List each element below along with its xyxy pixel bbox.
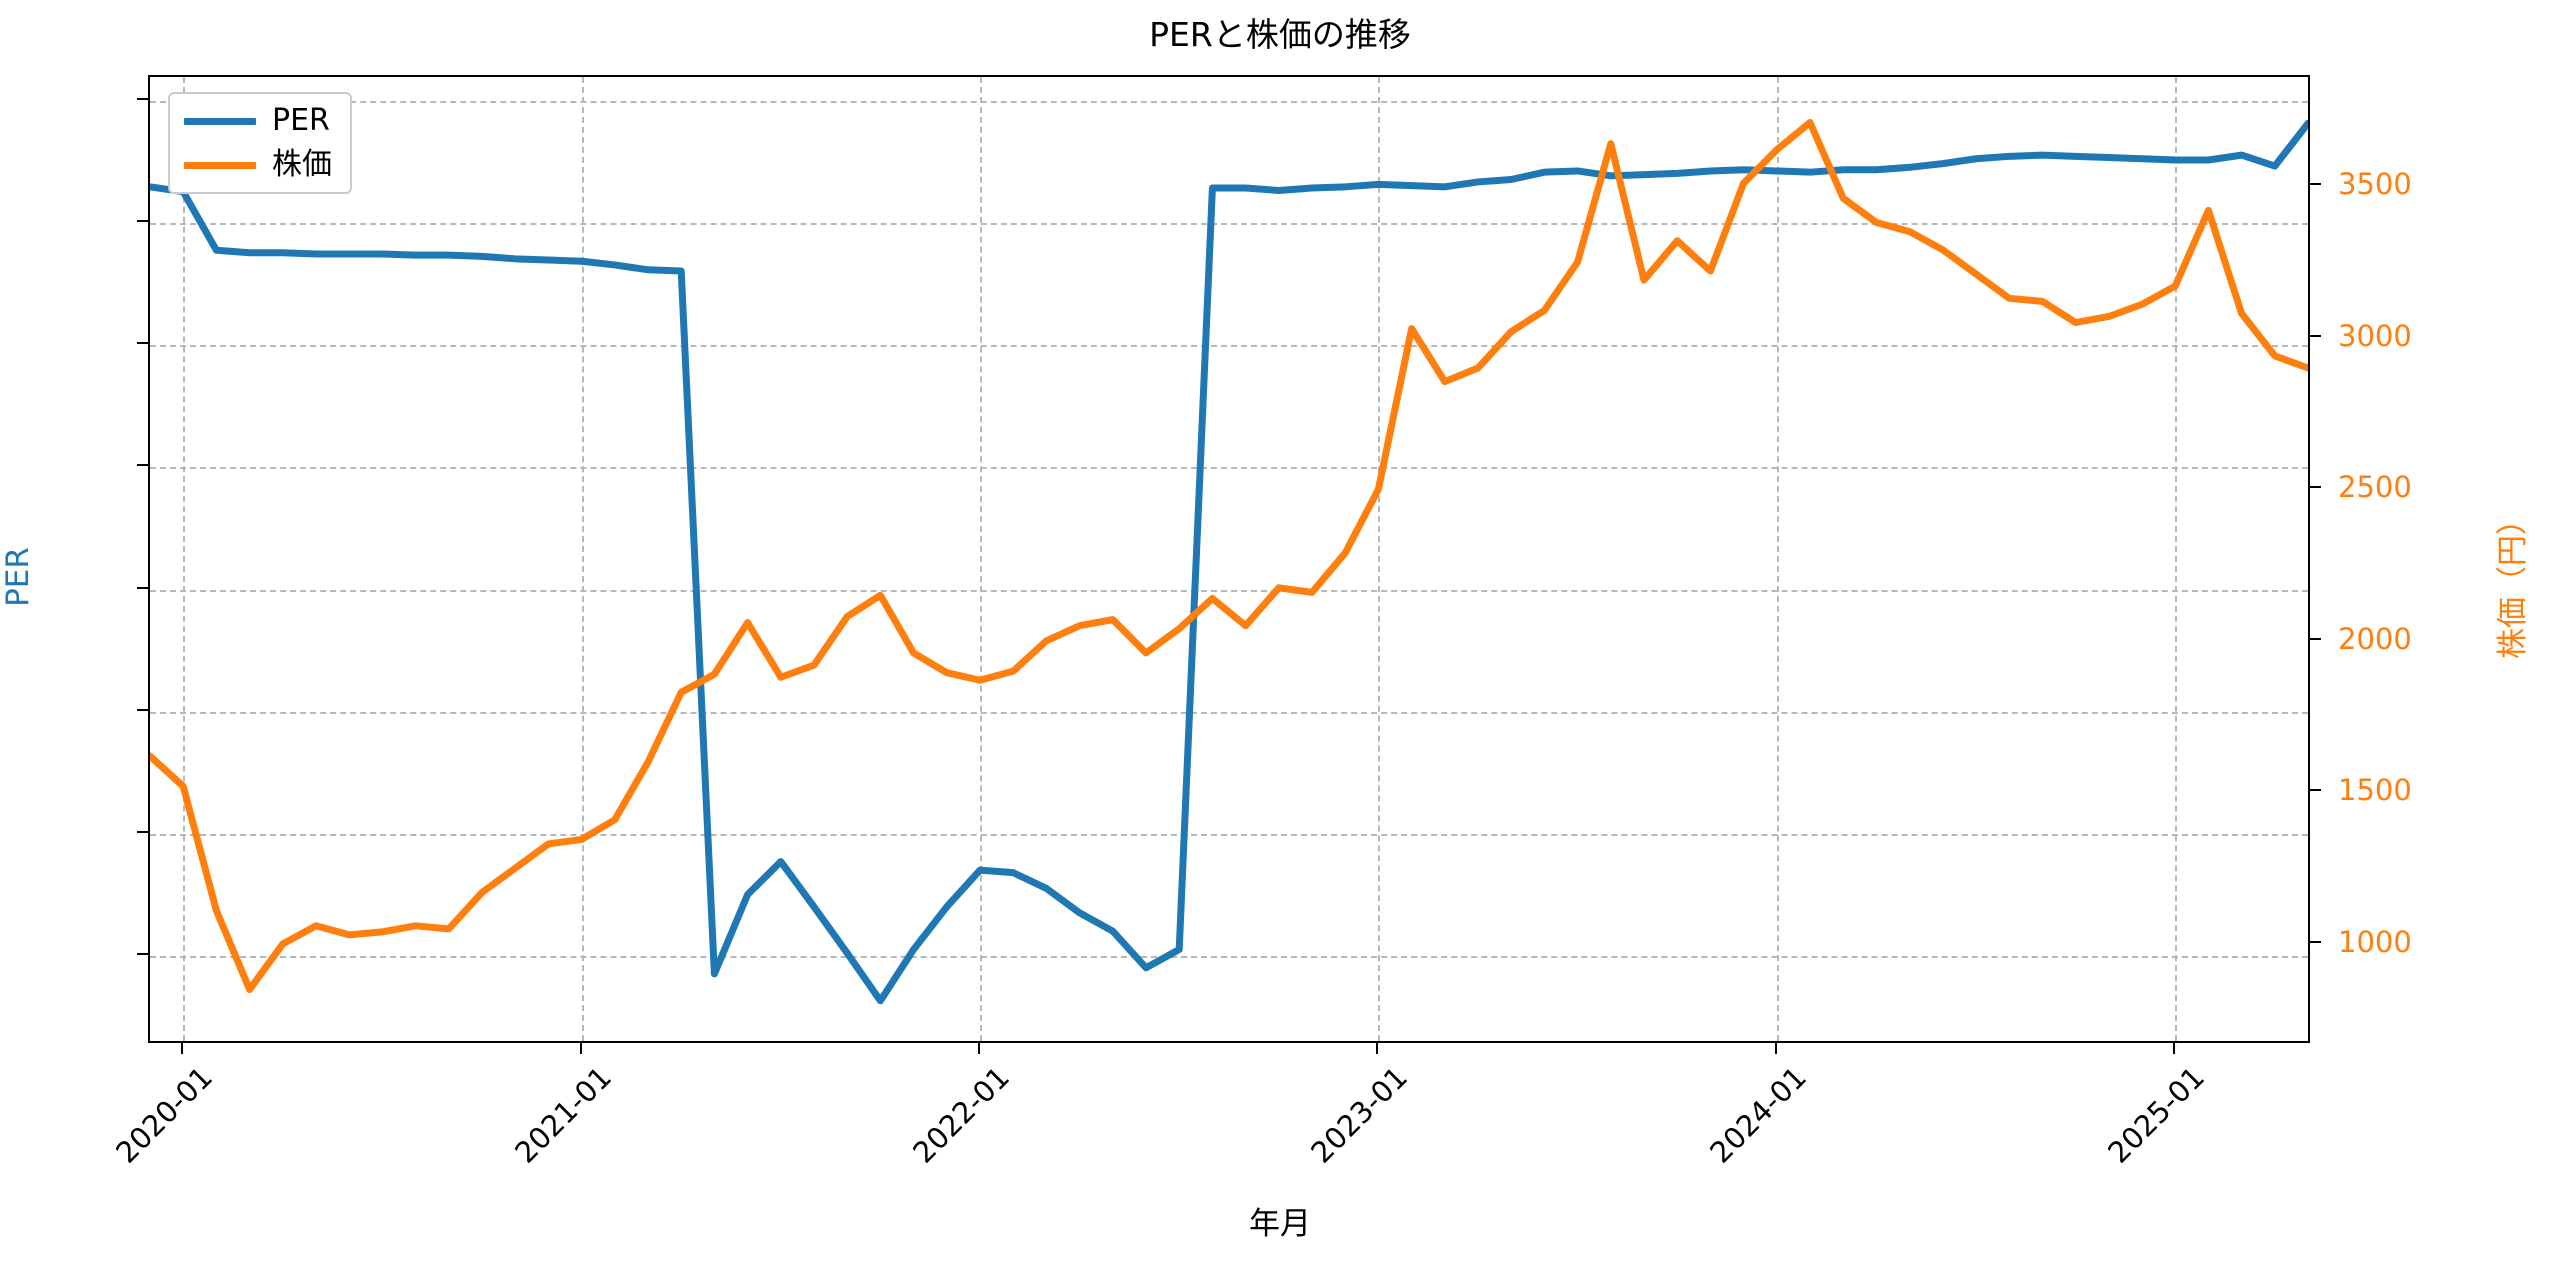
y-tickmark-left	[137, 586, 148, 589]
legend-item-per[interactable]: PER	[184, 106, 332, 136]
y-tick-right-4: 3000	[2338, 318, 2412, 353]
line-kabuka	[150, 118, 2308, 993]
x-tickmark	[579, 1043, 582, 1054]
y-axis-left-label: PER	[0, 547, 36, 607]
y-tickmark-left	[137, 952, 148, 955]
y-tickmark-right	[2310, 637, 2321, 640]
x-tickmark	[1774, 1043, 1777, 1054]
y-tickmark-left	[137, 464, 148, 467]
legend-item-kabuka[interactable]: 株価	[184, 150, 332, 180]
y-tick-right-5: 3500	[2338, 167, 2412, 202]
y-tickmark-left	[137, 708, 148, 711]
x-tick-label-2: 2022-01	[906, 1060, 1017, 1170]
x-tick-label-3: 2023-01	[1304, 1060, 1415, 1170]
y-tickmark-right	[2310, 334, 2321, 337]
y-tick-right-1: 1500	[2338, 773, 2412, 808]
y-tick-right-3: 2500	[2338, 470, 2412, 505]
legend-label-kabuka: 株価	[272, 147, 332, 182]
y-tickmark-left	[137, 98, 148, 101]
y-tick-right-2: 2000	[2338, 621, 2412, 656]
x-tick-label-0: 2020-01	[109, 1060, 220, 1170]
legend-swatch-kabuka	[184, 161, 256, 169]
y-tickmark-left	[137, 220, 148, 223]
series-lines	[150, 118, 2308, 1005]
legend: PER 株価	[168, 92, 352, 194]
x-tickmark	[181, 1043, 184, 1054]
page-title: PERと株価の推移	[1149, 15, 1411, 54]
y-tickmark-left	[137, 830, 148, 833]
y-tickmark-right	[2310, 789, 2321, 792]
y-tickmark-right	[2310, 486, 2321, 489]
x-tick-label-4: 2024-01	[1703, 1060, 1813, 1170]
y-tickmark-right	[2310, 183, 2321, 186]
y-tick-right-0: 1000	[2338, 924, 2412, 959]
x-tick-label-5: 2025-01	[2101, 1060, 2212, 1170]
x-tickmark	[1376, 1043, 1379, 1054]
plot-area	[148, 75, 2310, 1043]
line-per	[150, 119, 2308, 1005]
x-tick-label-1: 2021-01	[507, 1060, 618, 1170]
legend-swatch-per	[184, 117, 256, 125]
y-tickmark-left	[137, 342, 148, 345]
x-axis-label: 年月	[1249, 1206, 1311, 1242]
x-tickmark	[2173, 1043, 2176, 1054]
y-tickmark-right	[2310, 940, 2321, 943]
legend-label-per: PER	[272, 103, 330, 138]
x-tickmark	[978, 1043, 980, 1054]
